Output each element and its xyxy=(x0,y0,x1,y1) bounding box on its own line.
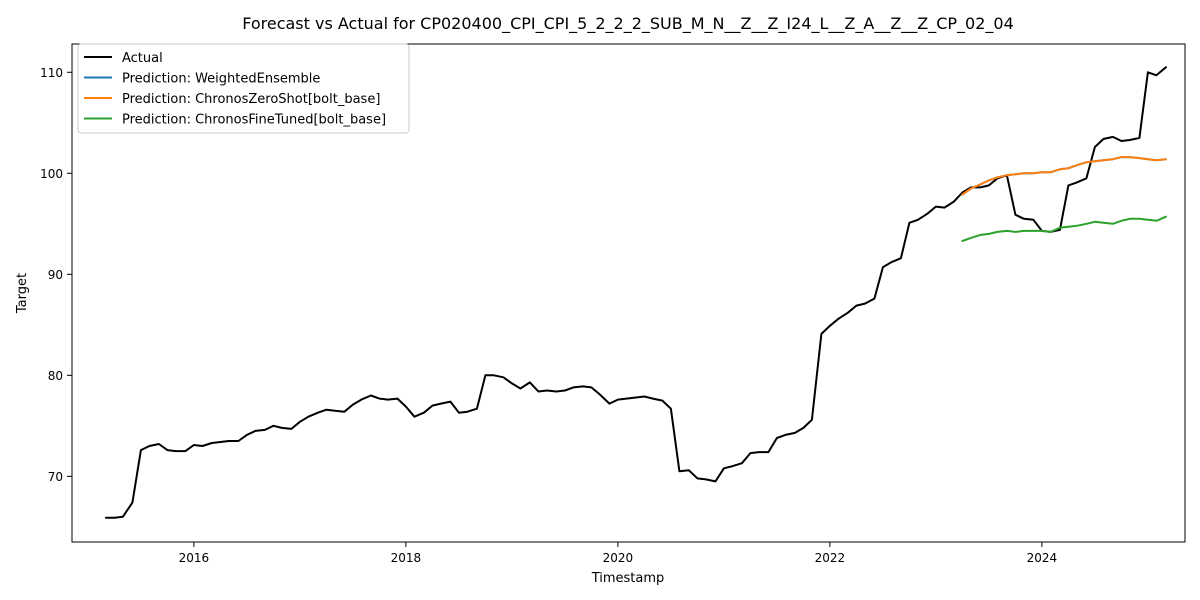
x-tick-label: 2024 xyxy=(1027,551,1058,565)
y-tick-label: 110 xyxy=(40,66,63,80)
series-line-3 xyxy=(961,215,1167,242)
plot-area xyxy=(104,66,1167,519)
y-tick-label: 70 xyxy=(48,470,63,484)
y-axis-label: Target xyxy=(15,273,30,314)
y-tick-label: 90 xyxy=(48,268,63,282)
chart-title: Forecast vs Actual for CP020400_CPI_CPI_… xyxy=(242,14,1014,34)
legend-box xyxy=(77,43,410,134)
legend: Actual Prediction: WeightedEnsemble Predic… xyxy=(77,43,410,134)
legend-entry: Prediction: ChronosZeroShot[bolt_base] xyxy=(122,92,380,107)
axis-ticks: 2016 2018 2020 2022 2024 70 80 90 100 110 xyxy=(40,66,1057,565)
x-axis-label: Timestamp xyxy=(591,571,665,586)
series-line-0 xyxy=(104,66,1167,519)
legend-entry: Actual xyxy=(122,51,163,66)
series-line-2 xyxy=(961,156,1167,196)
x-tick-label: 2016 xyxy=(179,551,210,565)
legend-entry: Prediction: WeightedEnsemble xyxy=(122,72,320,87)
y-tick-label: 80 xyxy=(48,369,63,383)
plot-frame xyxy=(71,43,1186,543)
x-tick-label: 2018 xyxy=(391,551,422,565)
legend-entry: Prediction: ChronosFineTuned[bolt_base] xyxy=(122,113,386,128)
x-tick-label: 2022 xyxy=(815,551,846,565)
y-tick-label: 100 xyxy=(40,167,63,181)
x-tick-label: 2020 xyxy=(603,551,634,565)
